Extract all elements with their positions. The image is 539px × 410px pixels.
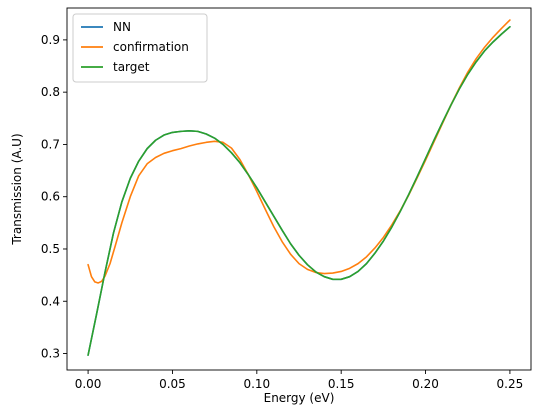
x-axis-ticks: 0.00 0.05 0.10 0.15 0.20 0.25 [75, 370, 524, 391]
axes-frame [66, 7, 532, 371]
legend-label-target: target [113, 60, 150, 74]
y-tick-label: 0.4 [41, 294, 60, 308]
x-tick-label: 0.05 [159, 377, 186, 391]
y-axis-label: Transmission (A.U) [10, 133, 24, 245]
series-layer [87, 19, 511, 356]
y-tick-label: 0.8 [41, 85, 60, 99]
x-tick-label: 0.00 [75, 377, 102, 391]
legend: NN confirmation target [72, 13, 208, 83]
x-axis-label: Energy (eV) [264, 391, 335, 405]
series-line-target [87, 26, 511, 356]
x-tick-label: 0.25 [497, 377, 524, 391]
legend-label-nn: NN [113, 20, 131, 34]
legend-box [72, 13, 208, 83]
legend-label-confirmation: confirmation [113, 40, 189, 54]
x-tick-label: 0.15 [328, 377, 355, 391]
y-axis-ticks: 0.3 0.4 0.5 0.6 0.7 0.8 0.9 [41, 33, 67, 361]
axes-spines [66, 7, 532, 371]
y-tick-label: 0.5 [41, 242, 60, 256]
y-tick-label: 0.3 [41, 347, 60, 361]
y-tick-label: 0.9 [41, 33, 60, 47]
x-tick-label: 0.10 [243, 377, 270, 391]
y-tick-label: 0.7 [41, 137, 60, 151]
x-tick-label: 0.20 [412, 377, 439, 391]
plot-area: 0.00 0.05 0.10 0.15 0.20 0.25 0.3 0.4 0.5 0.6 0.7… [10, 7, 532, 405]
y-tick-label: 0.6 [41, 190, 60, 204]
